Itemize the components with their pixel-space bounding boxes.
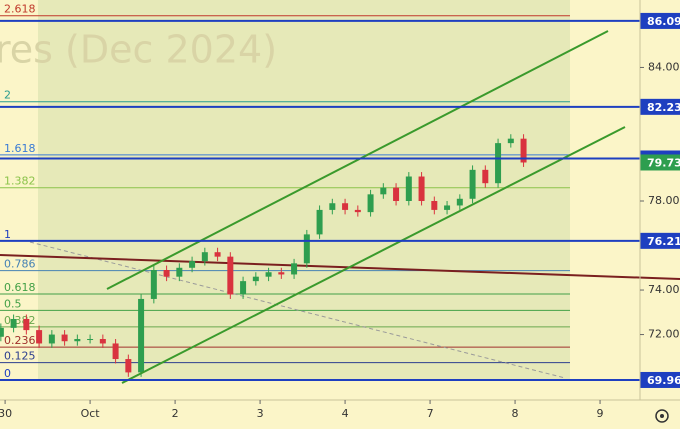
x-tick-label: 4 <box>342 407 349 420</box>
x-tick-label: Oct <box>81 407 101 420</box>
candle-body <box>431 201 438 210</box>
x-tick-label: 3 <box>257 407 264 420</box>
settings-icon-dot <box>660 414 664 418</box>
candle-body <box>227 256 234 295</box>
candle-body <box>278 272 285 275</box>
candle-body <box>150 270 157 299</box>
dashed-trend <box>29 241 566 379</box>
candle-body <box>74 339 81 342</box>
candle-body <box>495 143 502 184</box>
candle-body <box>48 334 55 344</box>
x-tick-label: 8 <box>512 407 519 420</box>
candle-body <box>482 169 489 184</box>
fib-label: 1.382 <box>4 175 36 188</box>
price-tag-label: 86.09 <box>647 15 680 28</box>
candle-body <box>61 334 68 342</box>
channel-upper <box>106 30 609 290</box>
candle-body <box>214 252 221 257</box>
fib-label: 0.786 <box>4 258 36 271</box>
x-tick-label: 9 <box>597 407 604 420</box>
y-tick-label: 78.00 <box>648 194 680 207</box>
candle-body <box>138 298 145 373</box>
axes: 72.00 74.00 78.00 84.00 30 Oct 2 3 4 7 8 9 <box>0 60 680 420</box>
fib-label: 2 <box>4 89 11 102</box>
candle-body <box>99 339 106 344</box>
y-tick-label: 72.00 <box>648 328 680 341</box>
x-tick-label: 30 <box>0 407 12 420</box>
candle-body <box>342 203 349 210</box>
candle-body <box>189 261 196 268</box>
candle-body <box>520 138 527 163</box>
y-tick-label: 84.00 <box>648 60 680 73</box>
fib-zone <box>38 0 570 380</box>
fib-label: 0.618 <box>4 281 36 294</box>
candle-body <box>23 318 30 331</box>
price-tag <box>640 12 680 29</box>
candle-body <box>303 234 310 264</box>
candle-body <box>380 187 387 195</box>
x-tick-label: 2 <box>172 407 179 420</box>
brown-trend <box>0 254 680 280</box>
candle-body <box>240 281 247 295</box>
fib-label: 2.618 <box>4 3 36 16</box>
fib-label: 0 <box>4 367 11 380</box>
fib-label: 0.382 <box>4 314 36 327</box>
candle-body <box>393 187 400 202</box>
x-tick-label: 7 <box>427 407 434 420</box>
price-tag <box>640 98 680 115</box>
candle-body <box>10 318 17 328</box>
y-tick-label: 74.00 <box>648 283 680 296</box>
candle-body <box>252 276 259 282</box>
candle-body <box>265 272 272 277</box>
last-price-tag <box>640 154 680 171</box>
settings-icon[interactable] <box>655 409 669 423</box>
candle-body <box>176 267 183 277</box>
price-tag-label: 69.96 <box>647 374 680 387</box>
candle-body <box>112 343 119 360</box>
candle-body <box>507 138 514 144</box>
watermark: res (Dec 2024) <box>0 28 277 72</box>
fib-label: 1 <box>4 228 11 241</box>
candle-body <box>163 270 170 277</box>
last-price-label: 79.73 <box>647 156 680 169</box>
candle-body <box>125 359 132 373</box>
candle-body <box>316 209 323 235</box>
candles <box>0 134 527 377</box>
candle-body <box>444 205 451 210</box>
candle-body <box>201 252 208 262</box>
candle-body <box>329 203 336 210</box>
fib-label: 0.125 <box>4 350 36 363</box>
channel-lower <box>121 126 626 384</box>
candle-body <box>367 194 374 213</box>
fib-label: 1.618 <box>4 142 36 155</box>
fib-label: 0.236 <box>4 334 36 347</box>
candle-body <box>469 169 476 199</box>
price-tag-label: 76.21 <box>647 235 680 248</box>
candle-body <box>0 327 4 337</box>
candle-body <box>418 176 425 202</box>
candle-body <box>87 339 94 341</box>
candle-body <box>354 209 361 213</box>
candle-body <box>456 198 463 206</box>
candle-body <box>36 330 43 344</box>
candle-body <box>405 176 412 202</box>
price-tag <box>640 371 680 388</box>
fib-label: 0.5 <box>4 297 22 310</box>
price-tag <box>640 232 680 249</box>
price-tag-label: 82.23 <box>647 101 680 114</box>
candle-body <box>291 263 298 275</box>
